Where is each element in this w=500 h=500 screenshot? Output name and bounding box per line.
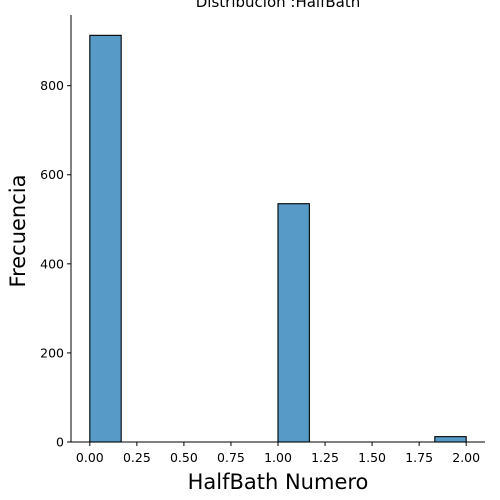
x-axis: 0.00 0.25 0.50 0.75 1.00 1.25 1.50 1.75 2.00 (71, 441, 485, 465)
y-tick-label: 400 (40, 256, 64, 271)
y-tick-label: 800 (40, 78, 64, 93)
histogram-bar (89, 34, 122, 443)
histogram-bar (434, 436, 467, 443)
y-axis: 0 200 400 600 800 (40, 15, 72, 450)
x-axis-title: HalfBath Numero (188, 470, 369, 494)
x-tick-label: 0.25 (123, 450, 151, 465)
y-axis-title: Frecuencia (6, 175, 30, 288)
chart-title: Distribución :HalfBath (196, 0, 361, 11)
x-tick-label: 0.50 (170, 450, 198, 465)
x-tick-label: 0.75 (217, 450, 245, 465)
y-tick-label: 0 (56, 435, 64, 450)
x-tick-label: 1.00 (264, 450, 292, 465)
x-tick-label: 1.75 (405, 450, 433, 465)
y-tick-label: 200 (40, 345, 64, 360)
histogram-bar (277, 203, 310, 443)
x-tick-label: 1.25 (311, 450, 339, 465)
y-tick-label: 600 (40, 167, 64, 182)
x-tick-label: 2.00 (452, 450, 480, 465)
x-tick-label: 1.50 (358, 450, 386, 465)
bars-group (89, 34, 467, 443)
x-tick-label: 0.00 (76, 450, 104, 465)
